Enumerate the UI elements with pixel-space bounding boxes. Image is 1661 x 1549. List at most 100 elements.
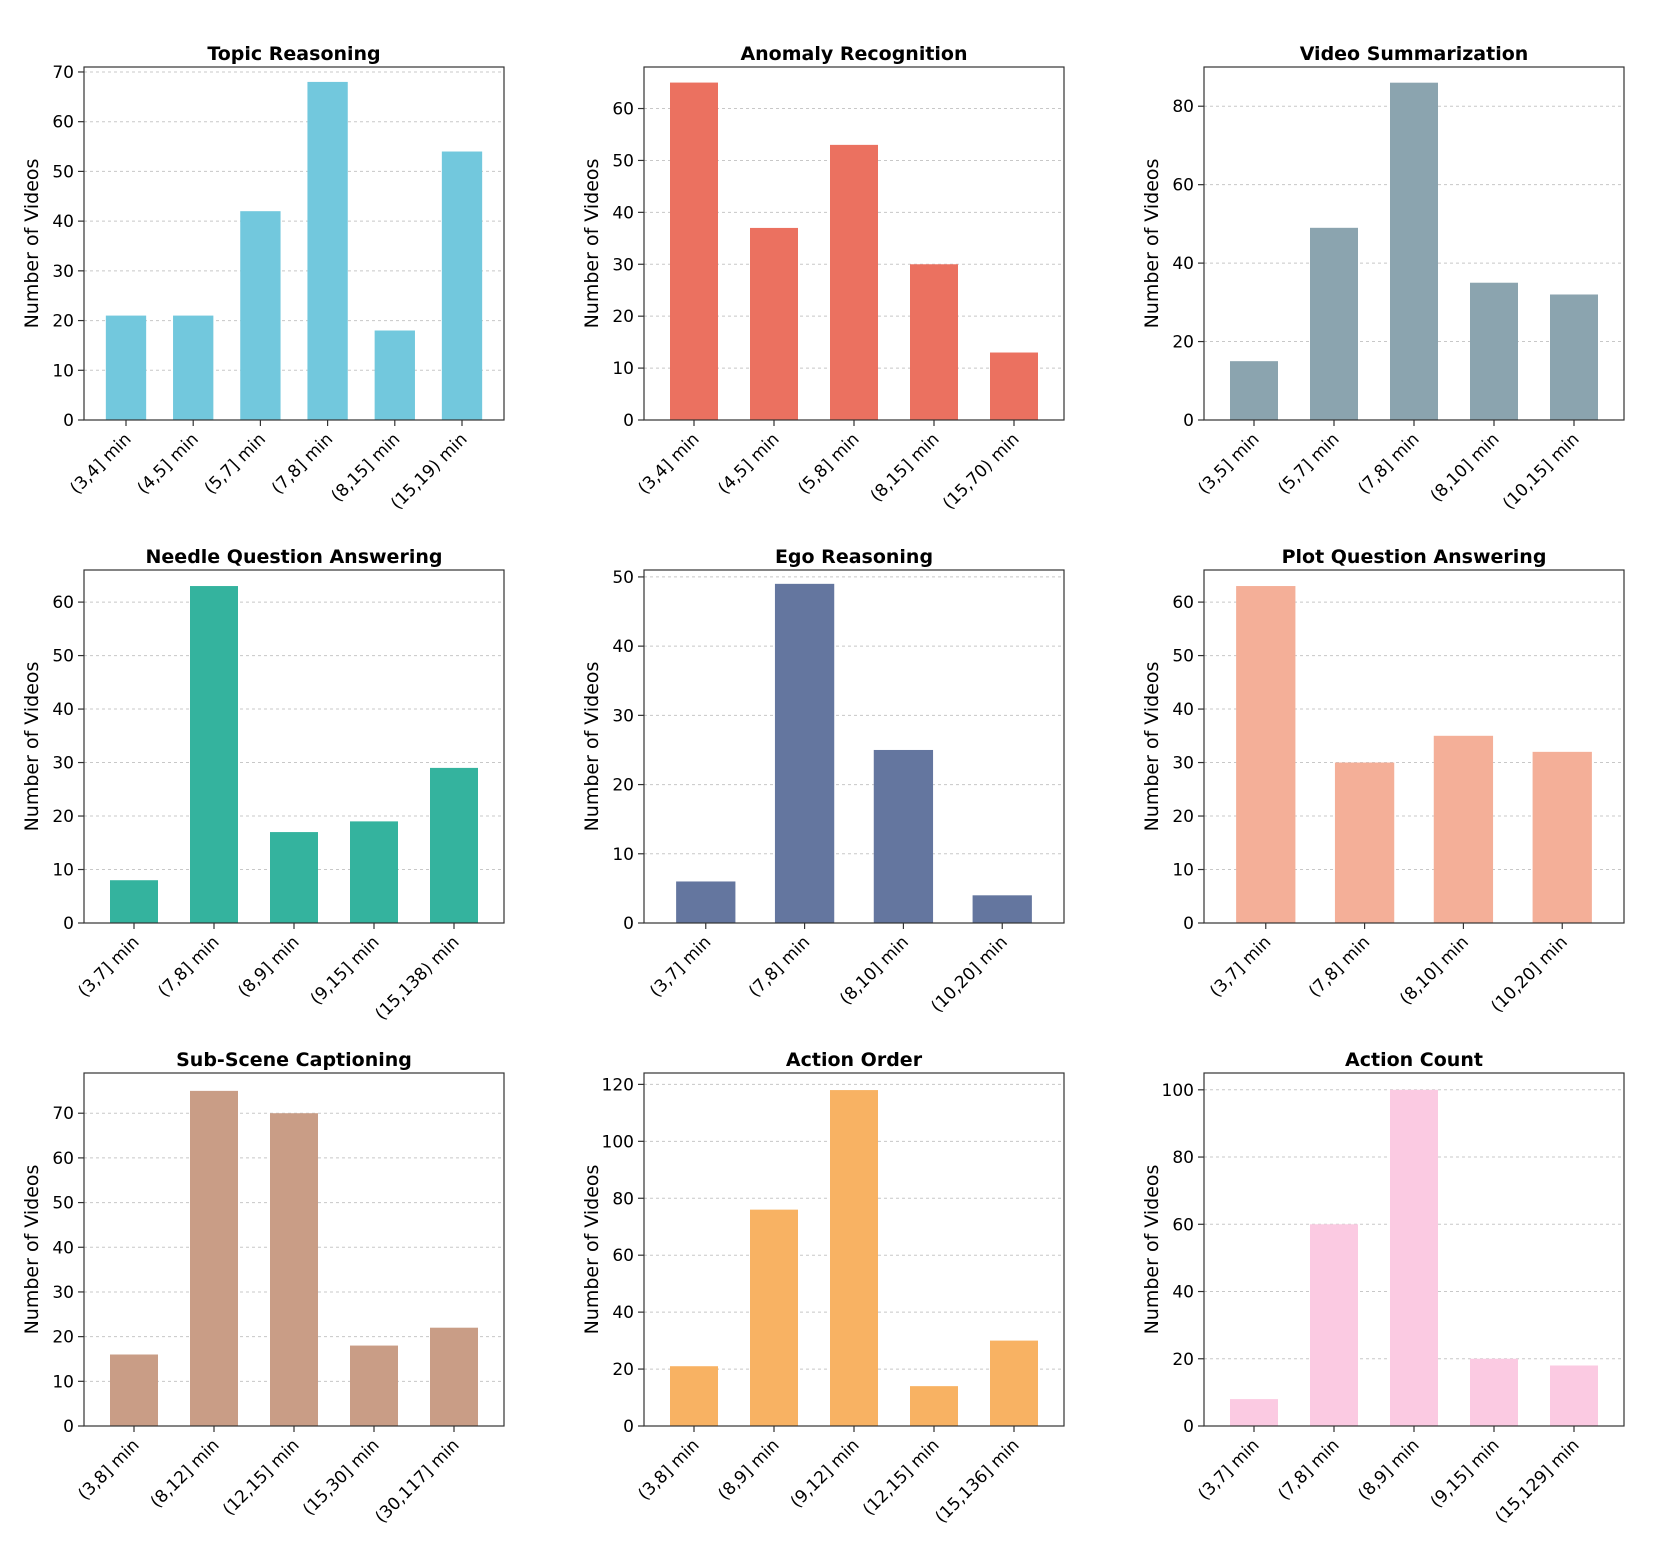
- y-tick-label: 40: [612, 1303, 634, 1323]
- bar: [990, 1340, 1038, 1426]
- chart-title: Needle Question Answering: [146, 546, 443, 568]
- y-tick-label: 50: [1172, 647, 1194, 667]
- y-tick-label: 100: [602, 1132, 634, 1152]
- x-tick-label: (15,129] min: [1491, 1435, 1583, 1527]
- y-tick-label: 10: [1172, 861, 1194, 881]
- y-tick-label: 20: [52, 312, 74, 332]
- axes-frame: [1203, 66, 1625, 421]
- y-tick-label: 50: [52, 1194, 74, 1214]
- chart-title: Anomaly Recognition: [740, 43, 967, 65]
- x-tick-label: (15,136] min: [931, 1435, 1023, 1527]
- bar: [910, 1386, 958, 1426]
- bar: [430, 767, 478, 923]
- x-tick-label: (8,10] min: [836, 932, 913, 1009]
- y-tick-label: 50: [52, 647, 74, 667]
- chart-panel: 0 20 40 60 80 100 (3,7] min (7,8] min (8,9] min(…: [1120, 1006, 1660, 1527]
- y-tick-label: 20: [1172, 1350, 1194, 1370]
- y-axis-label: Number of Videos: [581, 159, 603, 329]
- axes-frame: [83, 66, 505, 421]
- bar: [1310, 1224, 1358, 1426]
- bar: [972, 895, 1032, 923]
- y-tick-label: 0: [623, 411, 634, 431]
- x-tick-label: (3,7] min: [1194, 1435, 1263, 1504]
- y-axis-label: Number of Videos: [1141, 662, 1163, 832]
- bar: [110, 1354, 158, 1426]
- bar: [1470, 282, 1518, 420]
- y-tick-label: 40: [52, 700, 74, 720]
- bar: [190, 586, 238, 923]
- bar: [270, 1113, 318, 1426]
- y-axis-label: Number of Videos: [1141, 159, 1163, 329]
- y-axis-label: Number of Videos: [21, 662, 43, 832]
- bar-chart: 0 10 20 30 40 50 (3,7] min (7,8] min (8,10] min(…: [581, 546, 1065, 1017]
- bar: [1230, 1399, 1278, 1426]
- y-tick-label: 20: [612, 776, 634, 796]
- axes-frame: [643, 1072, 1065, 1427]
- axes-frame: [643, 66, 1065, 421]
- bar: [240, 211, 281, 420]
- y-tick-label: 20: [1172, 333, 1194, 353]
- x-tick-label: (7,8] min: [1305, 932, 1374, 1001]
- y-tick-label: 50: [612, 151, 634, 171]
- x-tick-label: (3,7] min: [646, 932, 715, 1001]
- x-tick-label: (8,10] min: [1427, 429, 1504, 506]
- axes-frame: [83, 569, 505, 924]
- bar: [830, 1090, 878, 1426]
- bar: [307, 81, 348, 420]
- bar: [350, 1345, 398, 1426]
- bar: [670, 1366, 718, 1426]
- chart-panel: 0 10 20 30 40 50 60 70 (3,8] min (8,12] min (12,15…: [0, 1006, 540, 1527]
- x-tick-label: (12,15] min: [859, 1435, 943, 1519]
- y-tick-label: 100: [1162, 1081, 1194, 1101]
- bar: [750, 227, 798, 420]
- y-tick-label: 60: [612, 100, 634, 120]
- bar: [1230, 361, 1278, 420]
- y-tick-label: 20: [52, 807, 74, 827]
- x-tick-label: (9,12] min: [787, 1435, 864, 1512]
- y-tick-label: 60: [52, 113, 74, 133]
- chart-title: Topic Reasoning: [207, 43, 380, 65]
- y-tick-label: 0: [1183, 914, 1194, 934]
- bar: [374, 330, 415, 420]
- x-tick-label: (7,8] min: [268, 429, 337, 498]
- bar: [350, 821, 398, 923]
- y-tick-label: 60: [1172, 1215, 1194, 1235]
- y-tick-label: 30: [612, 706, 634, 726]
- y-tick-label: 0: [623, 1417, 634, 1437]
- y-tick-label: 30: [1172, 754, 1194, 774]
- chart-panel: 0 10 20 30 40 50 60 70 (3,4] min (4,5] min (5,7] m…: [0, 0, 540, 514]
- bar: [110, 880, 158, 923]
- y-tick-label: 40: [612, 637, 634, 657]
- bar: [1433, 735, 1494, 923]
- y-tick-label: 60: [1172, 593, 1194, 613]
- chart-title: Video Summarization: [1300, 43, 1529, 65]
- y-tick-label: 0: [63, 1417, 74, 1437]
- bar: [270, 832, 318, 923]
- y-tick-label: 60: [52, 593, 74, 613]
- x-tick-label: (30,117] min: [371, 1435, 463, 1527]
- y-tick-label: 50: [612, 568, 634, 588]
- x-tick-label: (8,9] min: [1354, 1435, 1423, 1504]
- x-tick-label: (4,5] min: [134, 429, 203, 498]
- x-tick-label: (3,4] min: [66, 429, 135, 498]
- y-tick-label: 70: [52, 1104, 74, 1124]
- x-tick-label: (9,15] min: [307, 932, 384, 1009]
- x-tick-label: (8,12] min: [147, 1435, 224, 1512]
- x-tick-label: (5,8] min: [794, 429, 863, 498]
- y-tick-label: 70: [52, 63, 74, 83]
- y-tick-label: 0: [623, 914, 634, 934]
- chart-title: Plot Question Answering: [1282, 546, 1547, 568]
- axes-frame: [643, 569, 1065, 924]
- y-tick-label: 50: [52, 162, 74, 182]
- y-tick-label: 20: [612, 307, 634, 327]
- y-axis-label: Number of Videos: [581, 1165, 603, 1335]
- y-tick-label: 10: [612, 359, 634, 379]
- bar: [990, 352, 1038, 420]
- y-axis-label: Number of Videos: [21, 159, 43, 329]
- bar-chart: 0 10 20 30 40 50 60 (3,4] min (4,5] min (5,8] min…: [581, 43, 1065, 514]
- y-tick-label: 120: [602, 1075, 634, 1095]
- y-axis-label: Number of Videos: [581, 662, 603, 832]
- x-tick-label: (8,10] min: [1396, 932, 1473, 1009]
- y-tick-label: 60: [612, 1246, 634, 1266]
